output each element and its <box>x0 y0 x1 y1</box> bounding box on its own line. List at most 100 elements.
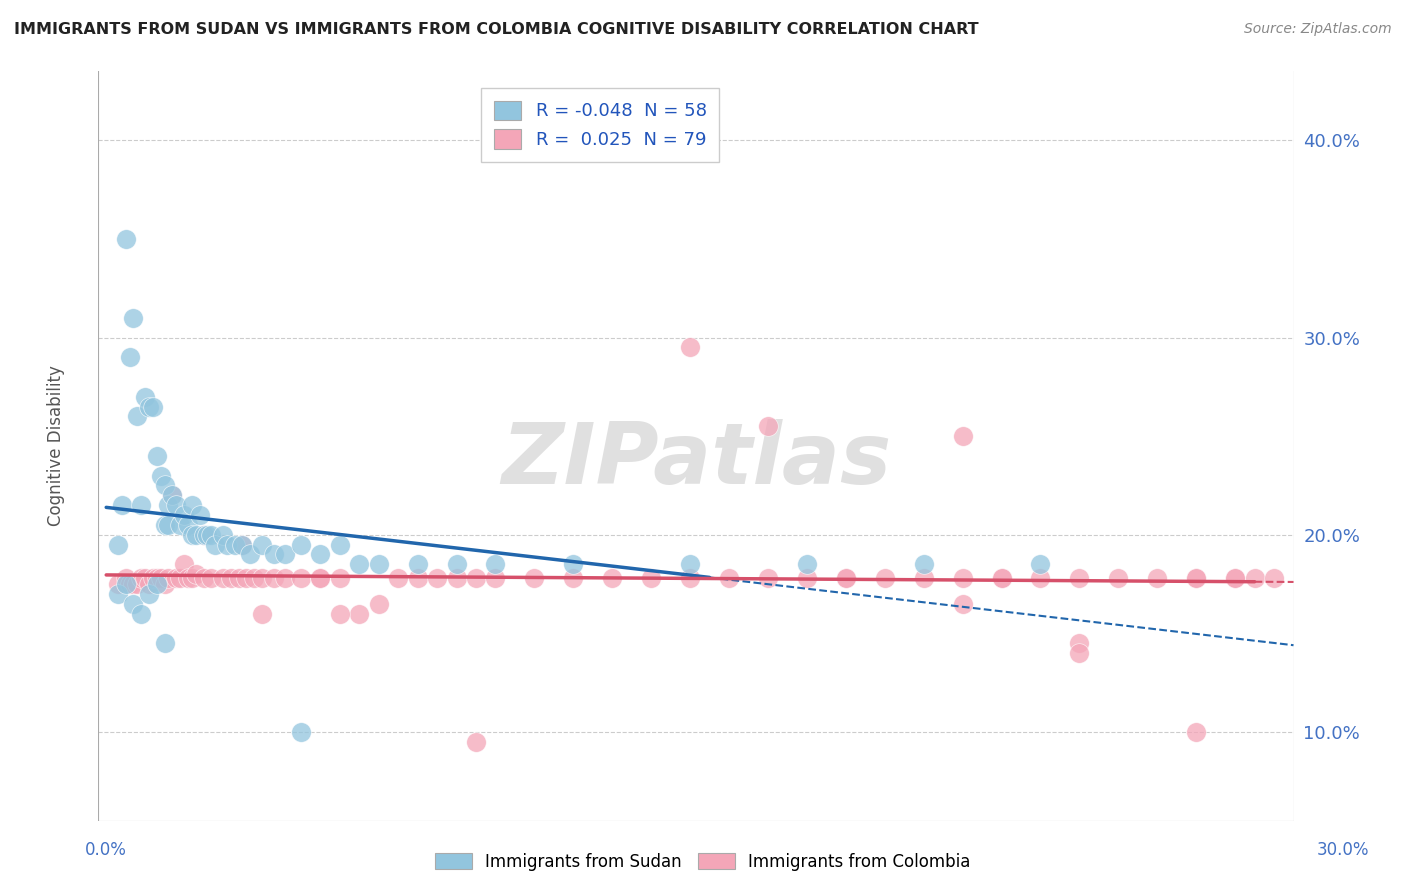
Point <box>250 538 273 552</box>
Point <box>1146 571 1168 585</box>
Point <box>118 351 141 365</box>
Point <box>1069 571 1091 585</box>
Point <box>127 577 149 591</box>
Point <box>169 517 191 532</box>
Point <box>1223 571 1246 585</box>
Point <box>990 571 1012 585</box>
Text: 30.0%: 30.0% <box>1316 840 1369 858</box>
Point <box>129 607 152 621</box>
Point <box>290 725 312 739</box>
Point <box>406 558 429 572</box>
Point <box>184 527 207 541</box>
Point <box>107 587 129 601</box>
Point <box>134 390 156 404</box>
Point <box>367 558 389 572</box>
Point <box>952 429 974 443</box>
Point <box>679 340 702 354</box>
Point <box>114 571 136 585</box>
Point <box>212 527 235 541</box>
Point <box>1069 636 1091 650</box>
Point <box>239 548 262 562</box>
Point <box>204 538 226 552</box>
Point <box>200 527 222 541</box>
Point <box>679 571 702 585</box>
Point <box>111 498 134 512</box>
Point <box>1029 558 1052 572</box>
Point <box>263 548 285 562</box>
Point <box>177 517 200 532</box>
Point <box>263 571 285 585</box>
Point <box>309 548 332 562</box>
Point <box>184 567 207 582</box>
Point <box>1263 571 1285 585</box>
Point <box>173 558 195 572</box>
Point <box>309 571 332 585</box>
Point <box>129 571 152 585</box>
Point <box>134 571 156 585</box>
Point <box>173 508 195 522</box>
Point <box>129 498 152 512</box>
Point <box>912 558 935 572</box>
Point <box>149 571 172 585</box>
Point <box>1185 571 1208 585</box>
Point <box>224 538 246 552</box>
Point <box>138 577 160 591</box>
Point <box>484 558 506 572</box>
Point <box>387 571 409 585</box>
Point <box>756 419 779 434</box>
Point <box>142 400 165 414</box>
Point <box>952 597 974 611</box>
Point <box>640 571 662 585</box>
Point <box>138 400 160 414</box>
Point <box>873 571 896 585</box>
Point <box>146 571 169 585</box>
Point <box>114 577 136 591</box>
Point <box>1185 725 1208 739</box>
Point <box>180 527 202 541</box>
Point <box>562 558 585 572</box>
Text: 0.0%: 0.0% <box>84 840 127 858</box>
Point <box>142 571 165 585</box>
Text: Cognitive Disability: Cognitive Disability <box>48 366 65 526</box>
Point <box>465 735 488 749</box>
Point <box>127 409 149 424</box>
Point <box>165 571 187 585</box>
Point <box>562 571 585 585</box>
Point <box>718 571 741 585</box>
Point <box>1029 571 1052 585</box>
Point <box>274 548 297 562</box>
Text: Source: ZipAtlas.com: Source: ZipAtlas.com <box>1244 22 1392 37</box>
Point <box>228 571 250 585</box>
Point <box>243 571 266 585</box>
Text: IMMIGRANTS FROM SUDAN VS IMMIGRANTS FROM COLOMBIA COGNITIVE DISABILITY CORRELATI: IMMIGRANTS FROM SUDAN VS IMMIGRANTS FROM… <box>14 22 979 37</box>
Point <box>952 571 974 585</box>
Point <box>197 527 219 541</box>
Point <box>193 527 215 541</box>
Point <box>290 571 312 585</box>
Point <box>157 571 180 585</box>
Point <box>484 571 506 585</box>
Legend: Immigrants from Sudan, Immigrants from Colombia: Immigrants from Sudan, Immigrants from C… <box>427 845 979 880</box>
Point <box>290 538 312 552</box>
Point <box>193 527 215 541</box>
Point <box>600 571 623 585</box>
Point <box>309 571 332 585</box>
Point <box>212 571 235 585</box>
Point <box>679 558 702 572</box>
Point <box>1107 571 1129 585</box>
Point <box>835 571 858 585</box>
Point <box>406 571 429 585</box>
Point <box>446 558 468 572</box>
Point <box>329 607 352 621</box>
Point <box>756 571 779 585</box>
Point <box>523 571 546 585</box>
Point <box>122 577 145 591</box>
Point <box>231 538 253 552</box>
Point <box>153 478 176 492</box>
Point <box>146 577 169 591</box>
Point <box>219 571 242 585</box>
Point <box>122 310 145 325</box>
Point <box>796 558 818 572</box>
Point <box>835 571 858 585</box>
Point <box>162 488 184 502</box>
